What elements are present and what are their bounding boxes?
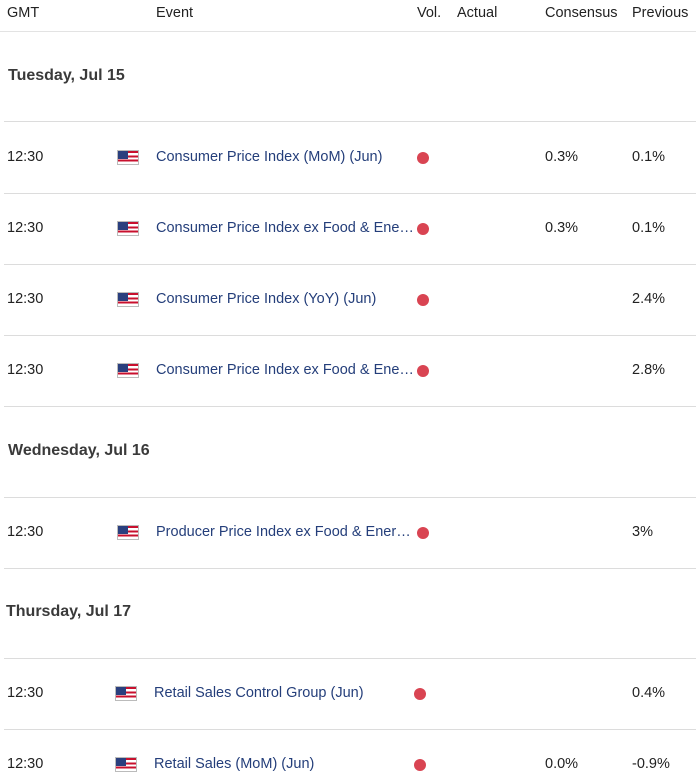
row-divider	[4, 497, 696, 498]
column-header-event[interactable]: Event	[156, 5, 194, 21]
event-time: 12:30	[7, 524, 44, 540]
column-header-previous[interactable]: Previous	[632, 5, 689, 21]
volatility-high-icon	[417, 223, 429, 235]
event-row[interactable]: 12:30 Retail Sales Control Group (Jun) 0…	[0, 684, 696, 704]
event-row[interactable]: 12:30 Consumer Price Index ex Food & Ene…	[0, 219, 696, 239]
table-header: GMT Event Vol. Actual Consensus Previous	[0, 0, 696, 32]
event-time: 12:30	[7, 362, 44, 378]
event-name[interactable]: Retail Sales Control Group (Jun)	[154, 685, 364, 701]
event-consensus: 0.3%	[545, 149, 579, 165]
row-divider	[4, 568, 696, 569]
event-time: 12:30	[7, 220, 44, 236]
column-header-consensus[interactable]: Consensus	[545, 5, 618, 21]
us-flag-icon	[117, 150, 139, 165]
event-row[interactable]: 12:30 Consumer Price Index ex Food & Ene…	[0, 361, 696, 381]
event-name[interactable]: Producer Price Index ex Food & Energy (M…	[156, 524, 416, 540]
volatility-high-icon	[417, 365, 429, 377]
event-time: 12:30	[7, 756, 44, 772]
us-flag-icon	[117, 363, 139, 378]
row-divider	[4, 335, 696, 336]
event-time: 12:30	[7, 149, 44, 165]
volatility-high-icon	[417, 294, 429, 306]
column-header-vol[interactable]: Vol.	[417, 5, 442, 21]
event-previous: 3%	[632, 524, 653, 540]
event-previous: 0.4%	[632, 685, 666, 701]
volatility-high-icon	[414, 688, 426, 700]
row-divider	[4, 406, 696, 407]
row-divider	[4, 193, 696, 194]
event-consensus: 0.0%	[545, 756, 579, 772]
column-header-actual[interactable]: Actual	[457, 5, 498, 21]
event-name[interactable]: Retail Sales (MoM) (Jun)	[154, 756, 315, 772]
us-flag-icon	[117, 292, 139, 307]
day-header-tuesday: Tuesday, Jul 15	[8, 67, 125, 84]
volatility-high-icon	[417, 527, 429, 539]
event-name[interactable]: Consumer Price Index ex Food & Energy (Y…	[156, 362, 416, 378]
event-previous: 0.1%	[632, 149, 666, 165]
event-name[interactable]: Consumer Price Index (YoY) (Jun)	[156, 291, 377, 307]
us-flag-icon	[115, 686, 137, 701]
row-divider	[4, 121, 696, 122]
event-time: 12:30	[7, 291, 44, 307]
day-header-thursday: Thursday, Jul 17	[6, 603, 132, 620]
event-previous: 2.8%	[632, 362, 666, 378]
us-flag-icon	[117, 221, 139, 236]
volatility-high-icon	[414, 759, 426, 771]
event-previous: 0.1%	[632, 220, 666, 236]
event-name[interactable]: Consumer Price Index ex Food & Energy (M…	[156, 220, 416, 236]
event-row[interactable]: 12:30 Consumer Price Index (MoM) (Jun) 0…	[0, 148, 696, 168]
event-row[interactable]: 12:30 Producer Price Index ex Food & Ene…	[0, 523, 696, 543]
event-consensus: 0.3%	[545, 220, 579, 236]
row-divider	[4, 729, 696, 730]
event-row[interactable]: 12:30 Retail Sales (MoM) (Jun) 0.0% -0.9…	[0, 755, 696, 775]
event-row[interactable]: 12:30 Consumer Price Index (YoY) (Jun) 2…	[0, 290, 696, 310]
event-previous: -0.9%	[632, 756, 670, 772]
column-header-gmt[interactable]: GMT	[7, 5, 40, 21]
day-header-wednesday: Wednesday, Jul 16	[8, 442, 150, 459]
us-flag-icon	[117, 525, 139, 540]
volatility-high-icon	[417, 152, 429, 164]
event-previous: 2.4%	[632, 291, 666, 307]
event-name[interactable]: Consumer Price Index (MoM) (Jun)	[156, 149, 383, 165]
row-divider	[4, 658, 696, 659]
row-divider	[4, 264, 696, 265]
us-flag-icon	[115, 757, 137, 772]
event-time: 12:30	[7, 685, 44, 701]
